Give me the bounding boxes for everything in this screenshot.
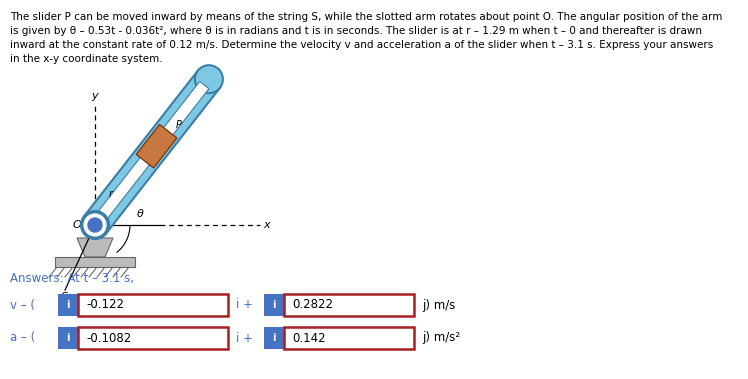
Text: 0.2822: 0.2822 <box>292 299 333 312</box>
FancyBboxPatch shape <box>264 327 284 349</box>
FancyBboxPatch shape <box>78 327 228 349</box>
Text: inward at the constant rate of 0.12 m/s. Determine the velocity v and accelerati: inward at the constant rate of 0.12 m/s.… <box>10 40 714 50</box>
Text: is given by θ – 0.53t - 0.036t², where θ is in radians and t is in seconds. The : is given by θ – 0.53t - 0.036t², where θ… <box>10 26 702 36</box>
Text: r: r <box>109 189 113 199</box>
Text: i: i <box>272 333 276 343</box>
Polygon shape <box>136 124 177 168</box>
Circle shape <box>195 65 223 93</box>
Circle shape <box>81 211 109 239</box>
Circle shape <box>82 212 108 238</box>
Polygon shape <box>84 70 220 233</box>
Text: 0.142: 0.142 <box>292 332 325 345</box>
Text: θ: θ <box>137 209 144 219</box>
FancyBboxPatch shape <box>284 327 414 349</box>
Text: a – (: a – ( <box>10 332 35 345</box>
Text: x: x <box>263 220 269 230</box>
FancyBboxPatch shape <box>284 294 414 316</box>
Text: y: y <box>92 91 98 101</box>
Text: i: i <box>67 300 70 310</box>
Text: v – (: v – ( <box>10 299 35 312</box>
Polygon shape <box>55 257 135 267</box>
Text: -0.1082: -0.1082 <box>86 332 131 345</box>
FancyBboxPatch shape <box>58 327 78 349</box>
Text: i: i <box>67 333 70 343</box>
FancyBboxPatch shape <box>264 294 284 316</box>
Text: Answers: At t – 3.1 s,: Answers: At t – 3.1 s, <box>10 272 134 285</box>
FancyBboxPatch shape <box>78 294 228 316</box>
Text: i +: i + <box>236 299 253 312</box>
Text: j) m/s²: j) m/s² <box>422 332 460 345</box>
Circle shape <box>88 218 102 232</box>
Text: P: P <box>176 120 182 130</box>
Text: O: O <box>73 220 82 230</box>
Text: in the x-y coordinate system.: in the x-y coordinate system. <box>10 54 162 64</box>
FancyBboxPatch shape <box>58 294 78 316</box>
Text: The slider P can be moved inward by means of the string S, while the slotted arm: The slider P can be moved inward by mean… <box>10 12 723 22</box>
Text: i: i <box>272 300 276 310</box>
Text: i +: i + <box>236 332 253 345</box>
Polygon shape <box>95 81 209 223</box>
Polygon shape <box>77 238 113 257</box>
Text: S: S <box>61 292 68 302</box>
Text: -0.122: -0.122 <box>86 299 124 312</box>
Text: j) m/s: j) m/s <box>422 299 456 312</box>
